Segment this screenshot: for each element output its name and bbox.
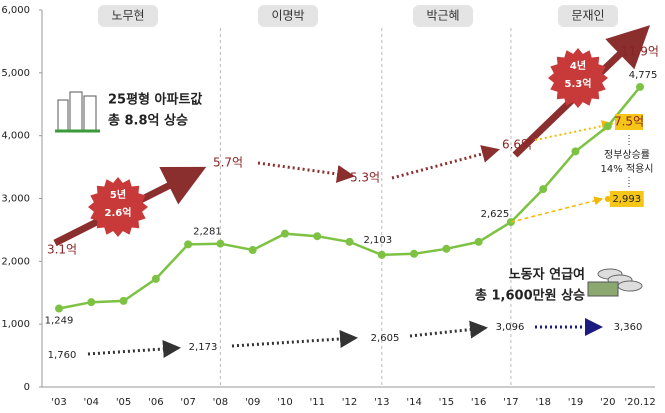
wage-arrow: [231, 329, 358, 348]
x-tick-label: '20.12: [624, 397, 655, 408]
point: [119, 296, 128, 305]
x-tick-label: '13: [374, 397, 389, 408]
point: [216, 239, 225, 248]
apartment-price: 5.3억: [350, 171, 380, 185]
projection-label: 2,993: [612, 194, 641, 205]
value-label: 1,249: [45, 316, 74, 327]
x-tick-label: '06: [148, 397, 163, 408]
era-box: [258, 5, 318, 27]
era-box: [413, 5, 473, 27]
projection-note: 14% 적용시: [600, 163, 653, 175]
x-tick-label: '12: [342, 397, 357, 408]
point: [280, 229, 289, 238]
point: [474, 237, 483, 246]
building-icon: [57, 99, 69, 131]
point: [539, 185, 548, 194]
projection-box: [609, 190, 644, 207]
value-label: 2,281: [193, 227, 222, 238]
badge: [88, 177, 148, 237]
apt-arrow: [391, 145, 500, 180]
x-tick-label: '19: [568, 397, 583, 408]
projection-apartment: 7.5억: [614, 115, 644, 129]
point: [636, 82, 645, 91]
value-label: 2,103: [363, 235, 392, 246]
apartment-price: 6.6억: [502, 138, 532, 152]
point: [345, 237, 354, 246]
y-tick-label: 3,000: [1, 194, 30, 205]
x-tick-label: '10: [277, 397, 292, 408]
y-tick-label: 6,000: [1, 5, 30, 16]
value-label: 2,625: [481, 209, 510, 220]
era-label: 이명박: [271, 9, 304, 23]
x-tick-label: '15: [439, 397, 454, 408]
badge-main: 2.6억: [105, 207, 132, 219]
building-icon: [83, 95, 97, 131]
point: [87, 298, 96, 307]
point: [442, 244, 451, 253]
value-label: 4,775: [629, 70, 658, 81]
wage-summary: 노동자 연급여: [509, 267, 585, 283]
projection-point: [604, 195, 611, 202]
apartment-price: 11.9억: [621, 45, 659, 59]
era-label: 박근혜: [426, 9, 459, 23]
point: [377, 250, 386, 259]
badge-main: 5.3억: [565, 78, 592, 90]
y-tick-label: 0: [24, 382, 30, 393]
wage-label: 3,360: [614, 322, 643, 333]
apartment-price: 3.1억: [47, 243, 77, 257]
wage-label: 2,605: [371, 333, 400, 344]
apartment-summary: 총 8.8억 상승: [108, 113, 188, 129]
money-icon: [587, 281, 619, 297]
x-tick-label: '11: [309, 397, 324, 408]
wage-label: 1,760: [48, 350, 77, 361]
badge: [548, 48, 608, 108]
x-tick-label: '16: [471, 397, 486, 408]
wage-summary: 총 1,600만원 상승: [475, 288, 585, 304]
x-tick-label: '09: [245, 397, 260, 408]
wage-label: 2,173: [189, 342, 218, 353]
x-tick-label: '18: [535, 397, 550, 408]
y-tick-label: 2,000: [1, 256, 30, 267]
point: [151, 274, 160, 283]
era-box: [558, 5, 618, 27]
y-tick-label: 1,000: [1, 319, 30, 330]
point: [410, 249, 419, 258]
projection-box: [615, 114, 643, 130]
apt-arrow: [534, 120, 614, 141]
x-tick-label: '07: [180, 397, 195, 408]
era-box: [98, 5, 158, 27]
projection-note: 정부상승률: [604, 149, 650, 161]
x-tick-label: '17: [503, 397, 518, 408]
badge-top: 4년: [570, 59, 586, 72]
money-icon: [617, 280, 643, 292]
wage-label: 3,096: [496, 322, 525, 333]
point: [55, 304, 63, 313]
point: [248, 246, 257, 255]
apt-arrow: [257, 161, 355, 183]
point: [603, 122, 612, 131]
badge-top: 5년: [110, 188, 126, 201]
point: [313, 232, 322, 241]
wage-arrow: [409, 320, 488, 339]
y-tick-label: 4,000: [1, 131, 30, 142]
building-icon: [69, 91, 83, 131]
x-tick-label: '20: [600, 397, 615, 408]
x-tick-label: '03: [51, 397, 66, 408]
x-tick-label: '04: [84, 397, 99, 408]
x-tick-label: '05: [116, 397, 131, 408]
projection-line: [510, 196, 604, 223]
point: [571, 147, 580, 156]
x-tick-label: '14: [406, 397, 421, 408]
apartment-price: 5.7억: [213, 156, 243, 170]
apartment-summary: 25평형 아파트값: [108, 92, 202, 108]
x-tick-label: '08: [213, 397, 228, 408]
y-tick-label: 5,000: [1, 68, 30, 79]
era-label: 노무현: [111, 9, 144, 23]
point: [184, 240, 193, 249]
wage-arrow: [87, 340, 181, 358]
era-label: 문재인: [571, 9, 604, 23]
